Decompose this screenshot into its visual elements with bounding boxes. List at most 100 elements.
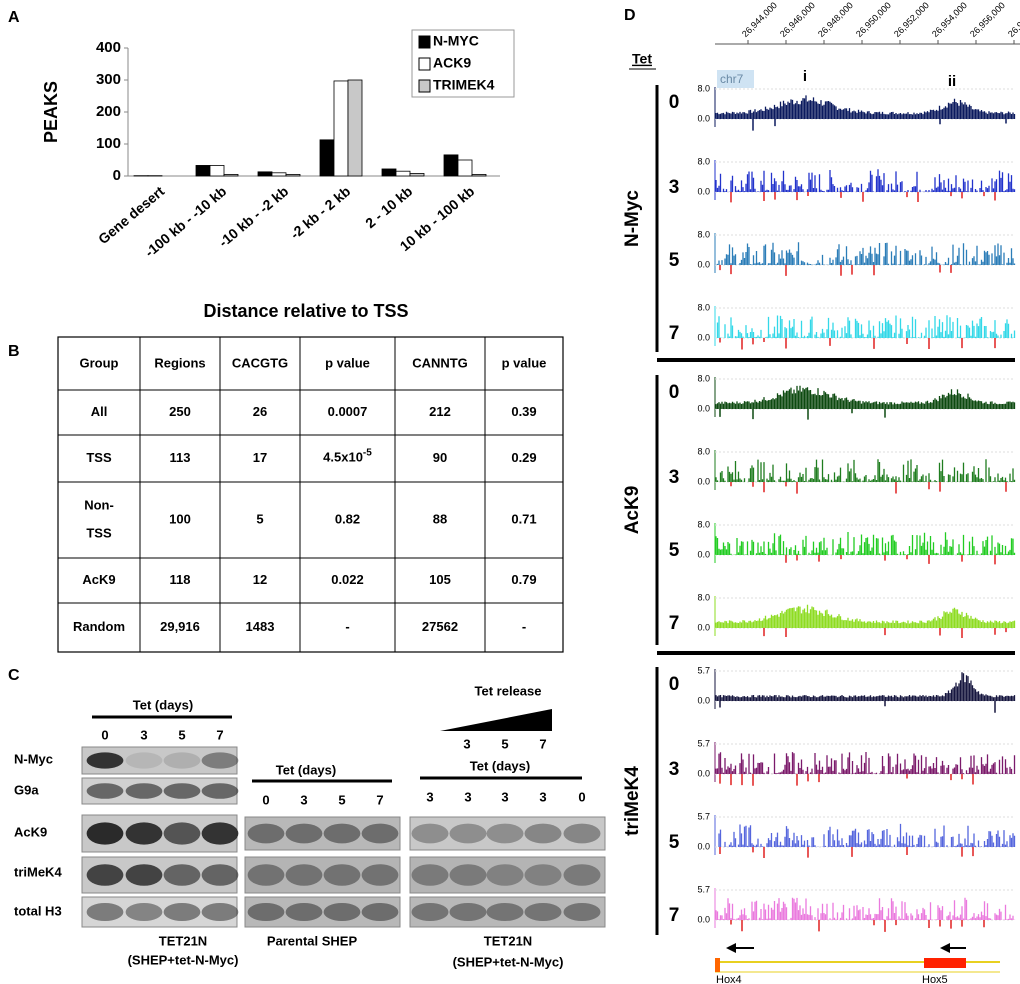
negative-signal (719, 847, 974, 858)
lane-label: 7 (539, 736, 546, 751)
bar (257, 171, 273, 177)
scale-max: 5.7 (697, 811, 710, 821)
bar (443, 154, 459, 177)
blot-caption: (SHEP+tet-N-Myc) (128, 952, 239, 967)
table-cell: Non- (84, 497, 114, 512)
negative-signal (719, 409, 886, 420)
time-label: 0 (669, 382, 680, 403)
blot-band (247, 823, 285, 844)
y-tick-label: 200 (96, 103, 121, 120)
scale-max: 8.0 (697, 373, 710, 383)
signal-texture (715, 672, 1016, 701)
time-label: 3 (669, 177, 680, 198)
blot-band (86, 752, 124, 769)
table-border (57, 336, 564, 653)
table-cell: 1483 (246, 619, 275, 634)
bar (381, 168, 397, 177)
y-tick-label: 300 (96, 71, 121, 88)
blot-strip (409, 896, 606, 928)
blot-band (411, 864, 449, 886)
table-cell: TSS (86, 525, 112, 540)
lane-label: 3 (300, 792, 307, 807)
chrom-badge (717, 70, 754, 88)
legend-swatch (418, 57, 431, 71)
blot-band (86, 903, 124, 921)
panel-letter: D (624, 7, 636, 24)
scale-max: 5.7 (697, 665, 710, 675)
lane-label: 3 (463, 736, 470, 751)
blot-band (86, 822, 124, 845)
gene-label: Hox5 (922, 974, 948, 984)
blot-band (563, 864, 601, 886)
blot-band (524, 823, 562, 844)
negative-signal (785, 555, 996, 565)
signal-texture (718, 823, 1016, 847)
blot-band (163, 752, 201, 769)
time-label: 0 (669, 92, 680, 113)
table-cell: 113 (170, 450, 191, 465)
scale-min: 0.0 (697, 113, 710, 123)
scale-max: 8.0 (697, 519, 710, 529)
scale-min: 0.0 (697, 476, 710, 486)
blot-band (201, 822, 239, 845)
signal-texture (715, 242, 1016, 265)
negative-signal (730, 482, 1007, 494)
blot-band (323, 903, 361, 921)
panel-letter: A (8, 9, 20, 26)
lane-label: 0 (101, 727, 108, 742)
table-cell: 100 (169, 511, 191, 526)
table-header: p value (502, 355, 547, 370)
blot-band (449, 823, 487, 844)
blot-band (86, 864, 124, 886)
blot-strip (409, 816, 606, 851)
blot-heading: Tet (days) (133, 697, 193, 712)
bar (409, 173, 425, 177)
blot-band (201, 903, 239, 921)
blot-band (163, 783, 201, 799)
negative-signal (730, 192, 996, 203)
blot-row-label: G9a (14, 782, 39, 797)
blot-band (125, 752, 163, 769)
coord-label: 26,950,000 (854, 0, 893, 39)
table-header: CANNTG (412, 355, 468, 370)
legend-swatch (418, 35, 431, 49)
group-label: triMeK4 (622, 766, 643, 836)
x-tick-label: 2 - 10 kb (362, 183, 415, 231)
blot-heading: Tet (days) (470, 758, 530, 773)
table-cell: 88 (433, 511, 447, 526)
blot-row-label: total H3 (14, 903, 62, 918)
time-label: 0 (669, 674, 680, 695)
coord-label: 26,946,000 (778, 0, 817, 39)
negative-signal (730, 920, 985, 932)
scale-max: 8.0 (697, 229, 710, 239)
signal-texture (715, 604, 1016, 628)
table-cell: 5 (256, 511, 263, 526)
lane-label: 3 (501, 789, 508, 804)
bar (395, 170, 411, 177)
blot-caption: Parental SHEP (267, 933, 358, 948)
group-label: AcK9 (622, 486, 643, 535)
legend-label: ACK9 (433, 55, 471, 71)
release-wedge (440, 709, 552, 731)
coord-label: 26,958,000 (1006, 0, 1020, 39)
signal-texture (715, 169, 1016, 192)
blot-band (411, 823, 449, 844)
bar (271, 172, 287, 177)
blot-caption: TET21N (159, 933, 207, 948)
coord-label: 26,954,000 (930, 0, 969, 39)
blot-band (285, 823, 323, 844)
bar (223, 173, 239, 177)
blot-band (563, 823, 601, 844)
blot-band (323, 823, 361, 844)
time-label: 7 (669, 613, 680, 634)
scale-min: 0.0 (697, 549, 710, 559)
blot-caption: (SHEP+tet-N-Myc) (453, 954, 564, 969)
signal-texture (715, 95, 1016, 119)
table-cell: 0.82 (335, 511, 360, 526)
coord-label: 26,948,000 (816, 0, 855, 39)
blot-band (86, 783, 124, 799)
table-cell: 26 (253, 404, 267, 419)
table-cell: 27562 (422, 619, 458, 634)
blot-band (201, 864, 239, 886)
